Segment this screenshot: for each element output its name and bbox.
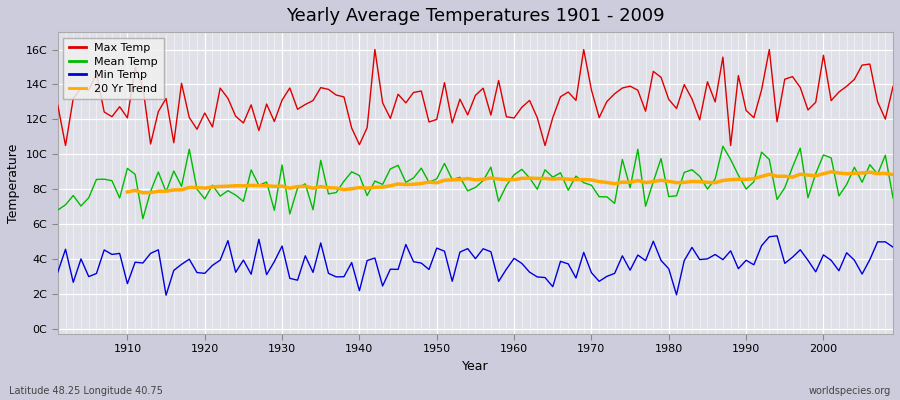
Y-axis label: Temperature: Temperature bbox=[7, 143, 20, 223]
Text: Latitude 48.25 Longitude 40.75: Latitude 48.25 Longitude 40.75 bbox=[9, 386, 163, 396]
Legend: Max Temp, Mean Temp, Min Temp, 20 Yr Trend: Max Temp, Mean Temp, Min Temp, 20 Yr Tre… bbox=[63, 38, 164, 99]
Text: worldspecies.org: worldspecies.org bbox=[809, 386, 891, 396]
Title: Yearly Average Temperatures 1901 - 2009: Yearly Average Temperatures 1901 - 2009 bbox=[286, 7, 665, 25]
X-axis label: Year: Year bbox=[462, 360, 489, 373]
